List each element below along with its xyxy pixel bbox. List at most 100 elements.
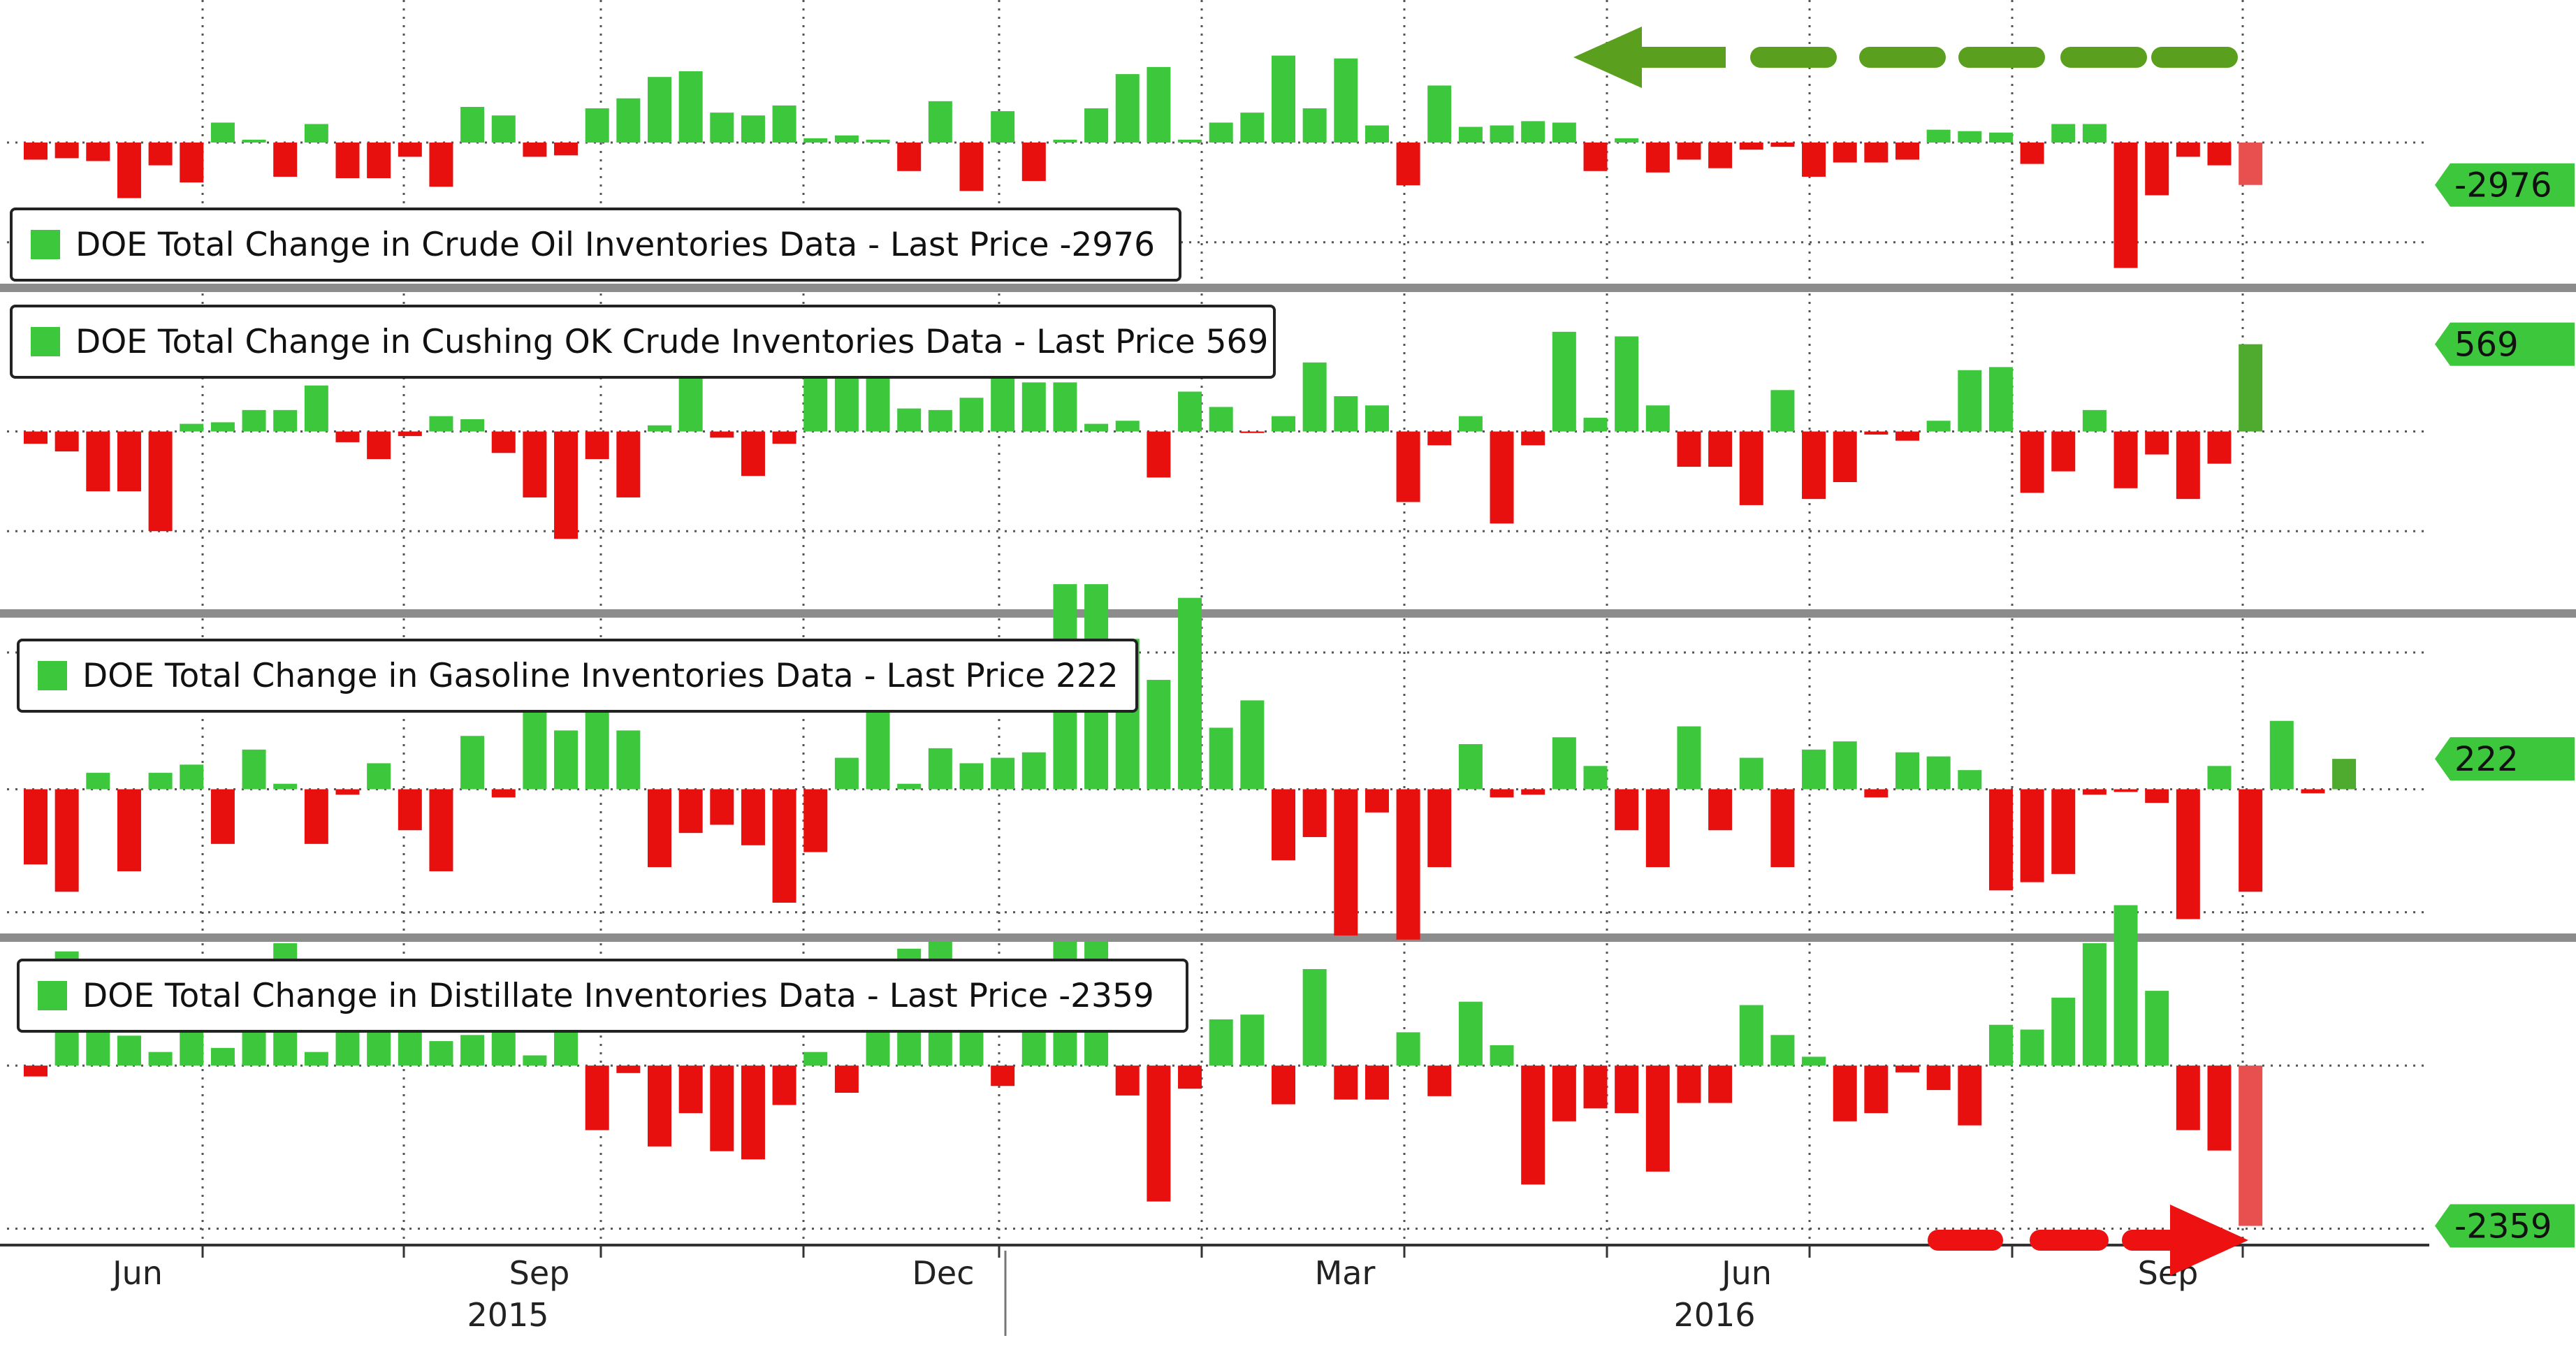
- bar-gasoline-2016-02-19: [1240, 700, 1265, 790]
- bar-distillate-2016-09-09: [2145, 991, 2169, 1066]
- bar-gasoline-2016-02-26: [1272, 789, 1295, 861]
- bar-distillate-2016-09-30: [2239, 1066, 2263, 1226]
- bar-crude-oil-2016-01-01: [1021, 143, 1046, 182]
- bar-crude-oil-2016-05-13: [1615, 138, 1639, 143]
- year-label-0: 2015: [467, 1296, 548, 1334]
- bar-cushing-2016-03-25: [1396, 431, 1420, 502]
- bar-distillate-2016-06-10: [1739, 1005, 1763, 1066]
- bar-distillate-2015-09-11: [523, 1055, 547, 1066]
- bar-gasoline-2015-06-26: [180, 764, 204, 790]
- bar-distillate-2016-09-23: [2207, 1066, 2232, 1151]
- bar-gasoline-2015-12-18: [959, 763, 984, 790]
- bar-distillate-2016-07-22: [1926, 1066, 1951, 1091]
- bar-distillate-2016-04-08: [1458, 1001, 1483, 1066]
- bar-crude-oil-2016-09-16: [2176, 143, 2200, 157]
- bar-cushing-2016-06-03: [1708, 431, 1733, 467]
- bar-crude-oil-2016-08-05: [1988, 132, 2013, 143]
- bar-cushing-2016-07-08: [1864, 431, 1889, 435]
- bar-gasoline-2015-09-11: [523, 701, 547, 790]
- bar-cushing-2015-09-25: [585, 431, 609, 460]
- legend-crude-oil: DOE Total Change in Crude Oil Inventorie…: [10, 208, 1181, 282]
- bar-cushing-2016-07-29: [1958, 370, 1982, 432]
- bar-gasoline-2015-12-25: [991, 757, 1015, 790]
- bar-distillate-2016-05-20: [1645, 1066, 1670, 1172]
- bar-crude-oil-2015-08-28: [460, 107, 485, 143]
- bar-crude-oil-2016-04-08: [1458, 126, 1483, 143]
- bar-gasoline-2015-09-04: [491, 789, 516, 798]
- bar-crude-oil-2015-09-04: [491, 115, 516, 143]
- bar-gasoline-2015-05-29: [54, 789, 79, 892]
- bar-cushing-2015-07-03: [210, 422, 235, 432]
- bar-gasoline-2015-11-27: [866, 711, 890, 790]
- bar-distillate-2015-05-22: [24, 1066, 48, 1077]
- month-label-4: Jun: [1719, 1254, 1772, 1292]
- bar-crude-oil-2015-10-02: [616, 98, 641, 143]
- legend-swatch-gasoline: [38, 661, 67, 690]
- bar-crude-oil-2016-01-08: [1053, 139, 1077, 143]
- bar-crude-oil-2016-07-22: [1926, 129, 1951, 143]
- bar-cushing-2015-08-28: [460, 419, 485, 432]
- bar-distillate-2016-02-12: [1209, 1019, 1233, 1066]
- bar-crude-oil-2015-07-17: [273, 143, 298, 177]
- last-value-label-distillate: -2359: [2454, 1207, 2552, 1246]
- bar-cushing-2016-03-04: [1302, 362, 1327, 432]
- bar-gasoline-undefined: [2301, 789, 2325, 794]
- bar-distillate-2016-08-26: [2082, 943, 2106, 1066]
- bar-crude-oil-2015-10-30: [741, 115, 765, 143]
- month-label-1: Sep: [509, 1254, 570, 1292]
- bar-cushing-2015-12-18: [959, 398, 984, 432]
- legend-gasoline: DOE Total Change in Gasoline Inventories…: [17, 639, 1138, 713]
- bar-crude-oil-2015-05-22: [24, 143, 48, 160]
- bar-crude-oil-2015-10-09: [648, 77, 671, 143]
- bar-cushing-2016-08-26: [2082, 409, 2106, 432]
- bar-cushing-2016-05-27: [1677, 431, 1701, 467]
- bar-gasoline-2016-01-01: [1021, 752, 1046, 790]
- bar-gasoline-2015-07-31: [335, 789, 360, 795]
- bar-distillate-2015-11-13: [803, 1052, 828, 1066]
- bar-distillate-2015-11-06: [772, 1066, 796, 1105]
- bar-gasoline-2016-05-27: [1677, 726, 1701, 790]
- bar-gasoline-undefined: [2332, 759, 2357, 790]
- bar-cushing-2016-09-23: [2207, 431, 2232, 464]
- bar-cushing-2016-01-15: [1084, 423, 1109, 432]
- bar-crude-oil-2016-06-10: [1739, 143, 1763, 150]
- bar-gasoline-2016-04-08: [1458, 744, 1483, 790]
- bar-cushing-2016-04-08: [1458, 416, 1483, 432]
- bar-cushing-2016-02-12: [1209, 407, 1233, 432]
- bar-distillate-2015-08-21: [429, 1041, 453, 1066]
- bar-crude-oil-2016-08-19: [2051, 124, 2076, 143]
- bar-distillate-2015-11-20: [834, 1066, 859, 1093]
- bar-gasoline-2016-07-08: [1864, 789, 1889, 798]
- bar-gasoline-2016-07-22: [1926, 756, 1951, 790]
- bar-cushing-2015-06-12: [117, 431, 141, 492]
- bar-cushing-2016-08-05: [1988, 367, 2013, 432]
- bar-cushing-2016-08-19: [2051, 431, 2076, 472]
- bar-distillate-2016-09-16: [2176, 1066, 2200, 1130]
- bar-crude-oil-2016-05-27: [1677, 143, 1701, 160]
- bar-gasoline-2016-09-02: [2113, 789, 2138, 792]
- bar-cushing-2015-07-10: [242, 409, 266, 432]
- bar-crude-oil-2016-06-17: [1770, 143, 1795, 147]
- legend-title-cushing: DOE Total Change in Cushing OK Crude Inv…: [75, 322, 1269, 361]
- bar-distillate-2016-01-22: [1115, 1066, 1140, 1096]
- last-value-label-cushing: 569: [2454, 326, 2519, 365]
- bar-crude-oil-2016-05-06: [1583, 143, 1608, 171]
- bar-distillate-2016-07-01: [1833, 1066, 1857, 1121]
- bar-distillate-2016-02-05: [1178, 1066, 1202, 1089]
- bar-crude-oil-2016-04-15: [1490, 125, 1514, 143]
- bar-cushing-2015-09-11: [523, 431, 547, 497]
- bar-gasoline-2016-05-13: [1615, 789, 1639, 831]
- bar-cushing-2015-07-31: [335, 431, 360, 442]
- bar-crude-oil-2016-06-03: [1708, 143, 1733, 168]
- bar-cushing-2016-01-01: [1021, 382, 1046, 432]
- bar-crude-oil-2015-11-27: [866, 139, 890, 143]
- bar-cushing-2016-06-17: [1770, 390, 1795, 432]
- panel-separator-0: [0, 284, 2576, 292]
- bar-distillate-2015-07-03: [210, 1047, 235, 1066]
- bar-gasoline-2016-05-20: [1645, 789, 1670, 868]
- bar-crude-oil-2016-02-26: [1272, 55, 1295, 143]
- bar-crude-oil-2015-06-19: [148, 143, 173, 166]
- bar-cushing-2015-06-05: [86, 431, 110, 492]
- bar-crude-oil-2016-04-29: [1552, 122, 1576, 143]
- bar-crude-oil-2015-10-23: [710, 112, 734, 143]
